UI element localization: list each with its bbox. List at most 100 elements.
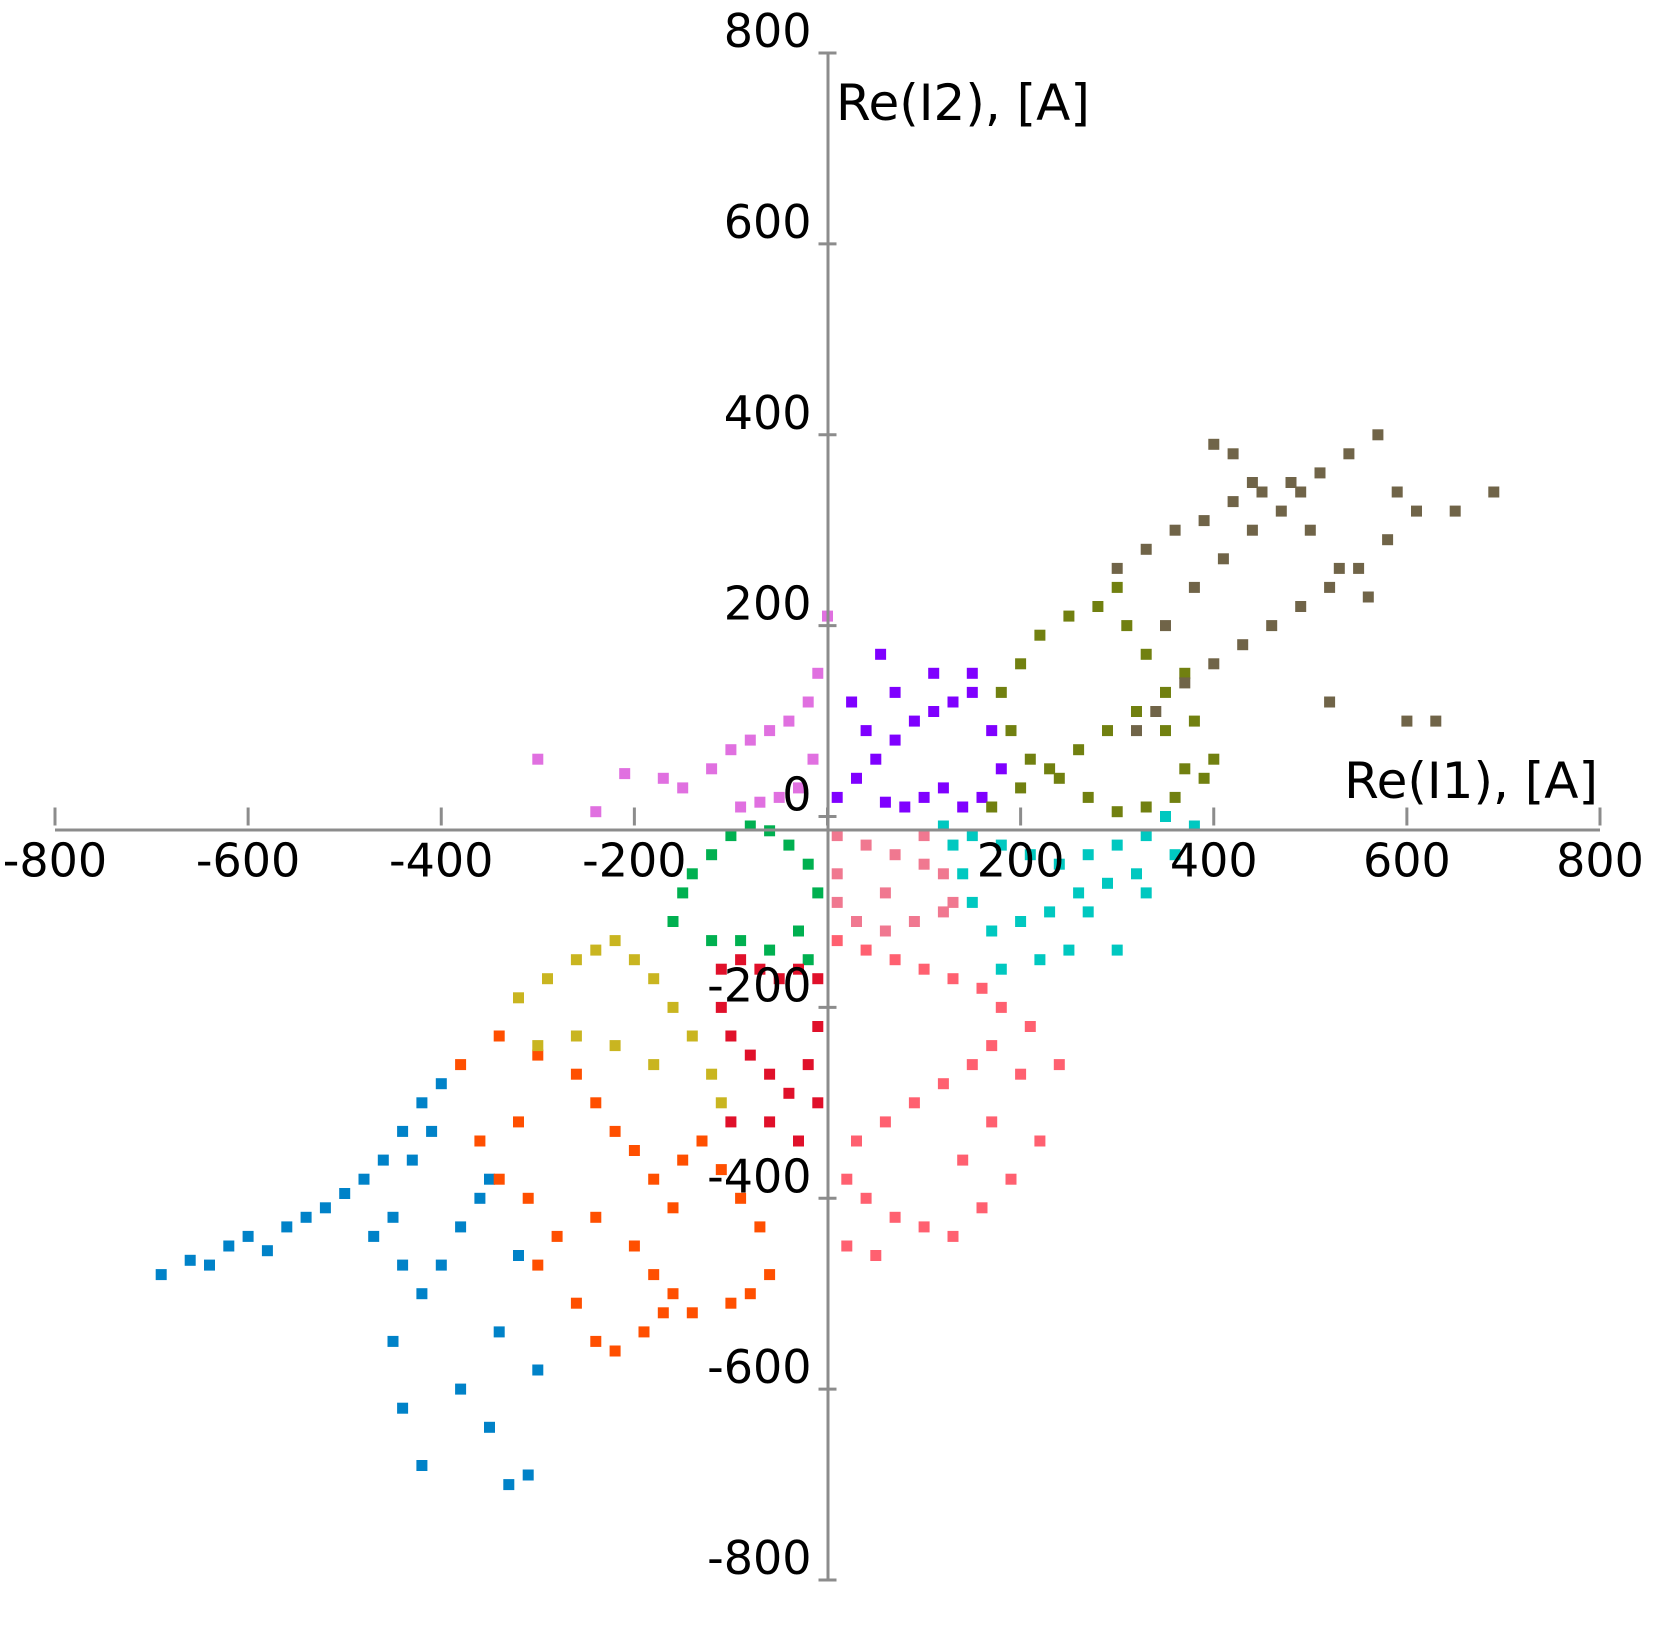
point-s2-7	[667, 1001, 679, 1013]
point-s0-8	[319, 1202, 331, 1214]
data-points	[155, 429, 1500, 1491]
point-s2-2	[570, 954, 582, 966]
y-tick-label-2: -400	[707, 1149, 811, 1203]
point-s11-3	[1198, 515, 1210, 527]
point-s0-22	[455, 1221, 467, 1233]
point-s8-11	[879, 1116, 891, 1128]
point-s8-27	[841, 1240, 853, 1252]
point-s0-2	[204, 1259, 215, 1271]
point-s1-2	[532, 1049, 544, 1061]
point-s8-13	[841, 1173, 853, 1185]
point-s8-2	[889, 954, 901, 966]
point-s1-15	[744, 1288, 756, 1300]
point-s7-8	[879, 925, 891, 937]
point-s8-18	[976, 1202, 988, 1214]
point-s0-26	[416, 1460, 428, 1471]
point-s4-15	[793, 1135, 804, 1147]
point-s1-26	[609, 1345, 621, 1357]
point-s10-10	[1198, 772, 1210, 784]
point-s6-21	[966, 667, 978, 679]
point-s10-24	[1121, 620, 1133, 632]
point-s10-14	[1082, 791, 1094, 803]
point-s3-2	[686, 868, 698, 880]
point-s8-15	[889, 1211, 901, 1223]
point-s9-15	[1015, 916, 1027, 927]
point-s10-5	[1131, 706, 1142, 717]
point-s7-10	[831, 896, 843, 908]
point-s7-6	[937, 906, 949, 918]
point-s7-4	[937, 868, 949, 880]
y-tick-label-8: 800	[724, 4, 812, 58]
point-s11-26	[1275, 505, 1287, 517]
point-s0-33	[513, 1250, 524, 1261]
point-s6-0	[831, 791, 843, 803]
point-s0-27	[455, 1383, 467, 1395]
point-s0-5	[261, 1245, 273, 1257]
point-s1-10	[696, 1135, 708, 1147]
point-s1-19	[648, 1269, 660, 1281]
point-s2-11	[648, 1059, 660, 1071]
point-s3-12	[735, 935, 747, 947]
point-s10-0	[986, 801, 998, 813]
point-s6-11	[957, 801, 969, 813]
point-s9-22	[1063, 944, 1075, 956]
point-s9-6	[1111, 839, 1123, 851]
x-axis-title: Re(I1), [A]	[1344, 752, 1598, 810]
point-s11-38	[1295, 486, 1307, 498]
point-s7-7	[908, 916, 920, 927]
point-s9-23	[1034, 954, 1046, 966]
point-s3-0	[667, 916, 679, 927]
point-s3-13	[706, 935, 718, 947]
point-s8-9	[937, 1078, 949, 1090]
point-s8-21	[1015, 1068, 1027, 1080]
point-s4-0	[715, 963, 727, 975]
point-s1-5	[609, 1125, 621, 1137]
point-s11-23	[1188, 581, 1200, 593]
point-s11-14	[1324, 581, 1336, 593]
point-s0-12	[397, 1125, 409, 1137]
point-s2-10	[715, 1097, 727, 1109]
point-s11-9	[1372, 429, 1384, 441]
point-s9-17	[966, 896, 978, 908]
point-s5-3	[657, 772, 669, 784]
point-s1-18	[667, 1288, 679, 1300]
x-tick-label-7: 600	[1363, 834, 1451, 888]
point-s5-10	[802, 696, 814, 708]
point-s8-4	[947, 973, 959, 985]
point-s10-1	[1015, 782, 1027, 794]
point-s8-3	[918, 963, 930, 975]
point-s11-33	[1401, 715, 1413, 727]
point-s5-2	[619, 768, 631, 780]
point-s1-32	[513, 1116, 524, 1128]
point-s5-15	[773, 791, 785, 803]
point-s5-16	[754, 796, 766, 808]
point-s7-1	[860, 839, 872, 851]
point-s8-17	[947, 1230, 959, 1242]
point-s11-35	[1208, 438, 1220, 450]
point-s0-17	[387, 1211, 399, 1223]
point-s8-7	[986, 1040, 998, 1052]
point-s1-25	[590, 1335, 602, 1347]
point-s10-9	[1208, 753, 1220, 765]
point-s2-4	[609, 935, 621, 947]
point-s1-6	[628, 1145, 640, 1156]
point-s1-4	[590, 1097, 602, 1109]
point-s1-0	[455, 1059, 467, 1071]
point-s8-6	[995, 1001, 1007, 1013]
point-s5-0	[532, 753, 544, 765]
point-s10-18	[995, 686, 1007, 698]
point-s0-32	[493, 1326, 505, 1338]
point-s7-5	[947, 896, 959, 908]
point-s7-9	[851, 916, 862, 927]
x-tick-label-3: -200	[582, 834, 686, 888]
point-s7-0	[831, 830, 843, 842]
point-s10-23	[1111, 581, 1123, 593]
point-s9-10	[1169, 849, 1181, 861]
point-s7-2	[889, 849, 901, 861]
point-s6-12	[937, 782, 949, 794]
point-s9-24	[995, 963, 1007, 975]
y-axis-title: Re(I2), [A]	[836, 74, 1090, 132]
point-s3-7	[783, 839, 795, 851]
point-s5-7	[744, 734, 756, 746]
point-s0-0	[155, 1269, 167, 1281]
